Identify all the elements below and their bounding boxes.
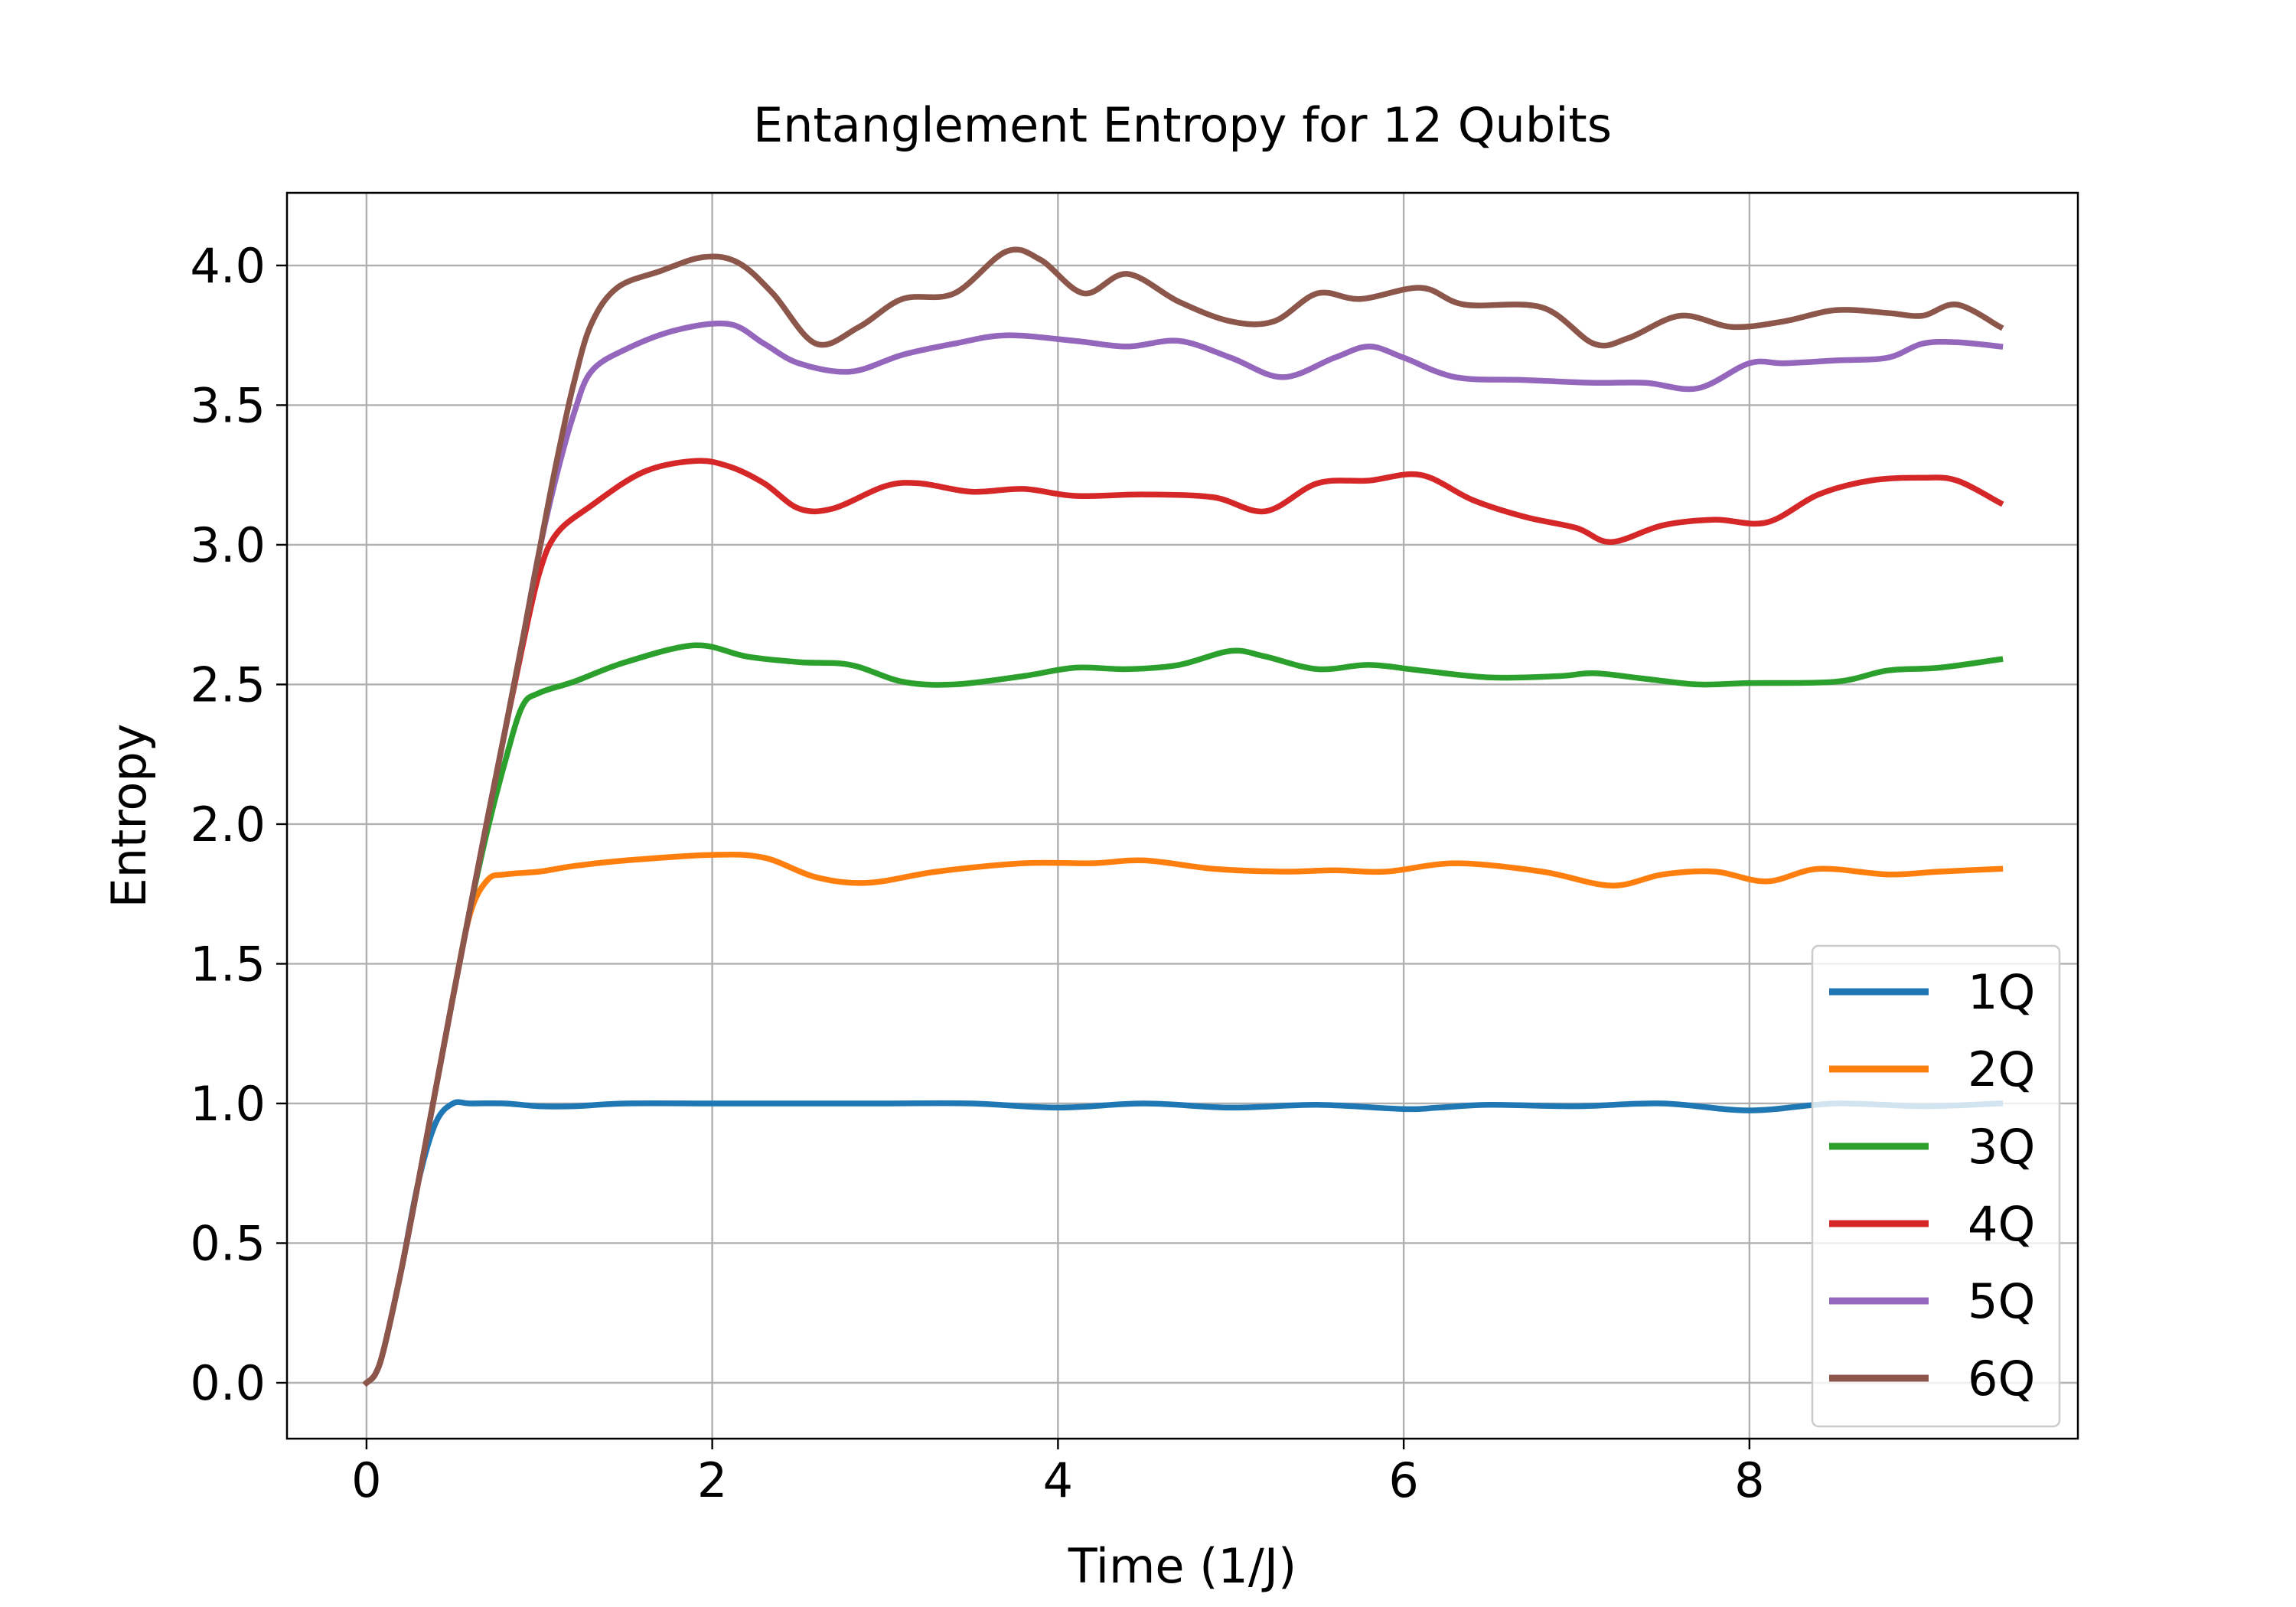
x-tick-label: 0 bbox=[351, 1452, 381, 1508]
series-line-1q bbox=[362, 1099, 2004, 1387]
chart-title: Entanglement Entropy for 12 Qubits bbox=[753, 97, 1612, 153]
y-tick-label: 0.0 bbox=[190, 1355, 266, 1411]
x-tick-label: 2 bbox=[697, 1452, 727, 1508]
y-tick-label: 1.5 bbox=[190, 936, 266, 992]
y-tick-label: 3.5 bbox=[190, 377, 266, 433]
y-tick-label: 1.0 bbox=[190, 1076, 266, 1132]
legend-label: 5Q bbox=[1968, 1273, 2035, 1329]
y-tick-label: 0.5 bbox=[190, 1215, 266, 1271]
x-tick-label: 4 bbox=[1043, 1452, 1073, 1508]
plot-frame bbox=[285, 191, 2079, 1440]
x-tick-label: 6 bbox=[1388, 1452, 1418, 1508]
legend-label: 1Q bbox=[1968, 964, 2035, 1020]
y-tick-label: 2.5 bbox=[190, 657, 266, 712]
y-tick-label: 4.0 bbox=[190, 238, 266, 294]
legend-label: 2Q bbox=[1968, 1041, 2035, 1097]
legend-label: 4Q bbox=[1968, 1196, 2035, 1252]
legend-label: 6Q bbox=[1968, 1351, 2035, 1407]
legend-label: 3Q bbox=[1968, 1119, 2035, 1175]
y-tick-label: 3.0 bbox=[190, 517, 266, 573]
x-tick-label: 8 bbox=[1734, 1452, 1764, 1508]
series-line-6q bbox=[362, 246, 2004, 1387]
y-tick-label: 2.0 bbox=[190, 797, 266, 852]
ticks: 0 2 4 6 8 0.0 0.5 1.0 1.5 2.0 2.5 3.0 3.5 4.0 bbox=[190, 238, 1764, 1508]
series-layer bbox=[362, 246, 2004, 1387]
legend: 1Q 2Q 3Q 4Q 5Q 6Q bbox=[1811, 944, 2061, 1428]
x-axis-label: Time (1/J) bbox=[1068, 1538, 1296, 1594]
y-axis-label: Entropy bbox=[101, 724, 157, 908]
